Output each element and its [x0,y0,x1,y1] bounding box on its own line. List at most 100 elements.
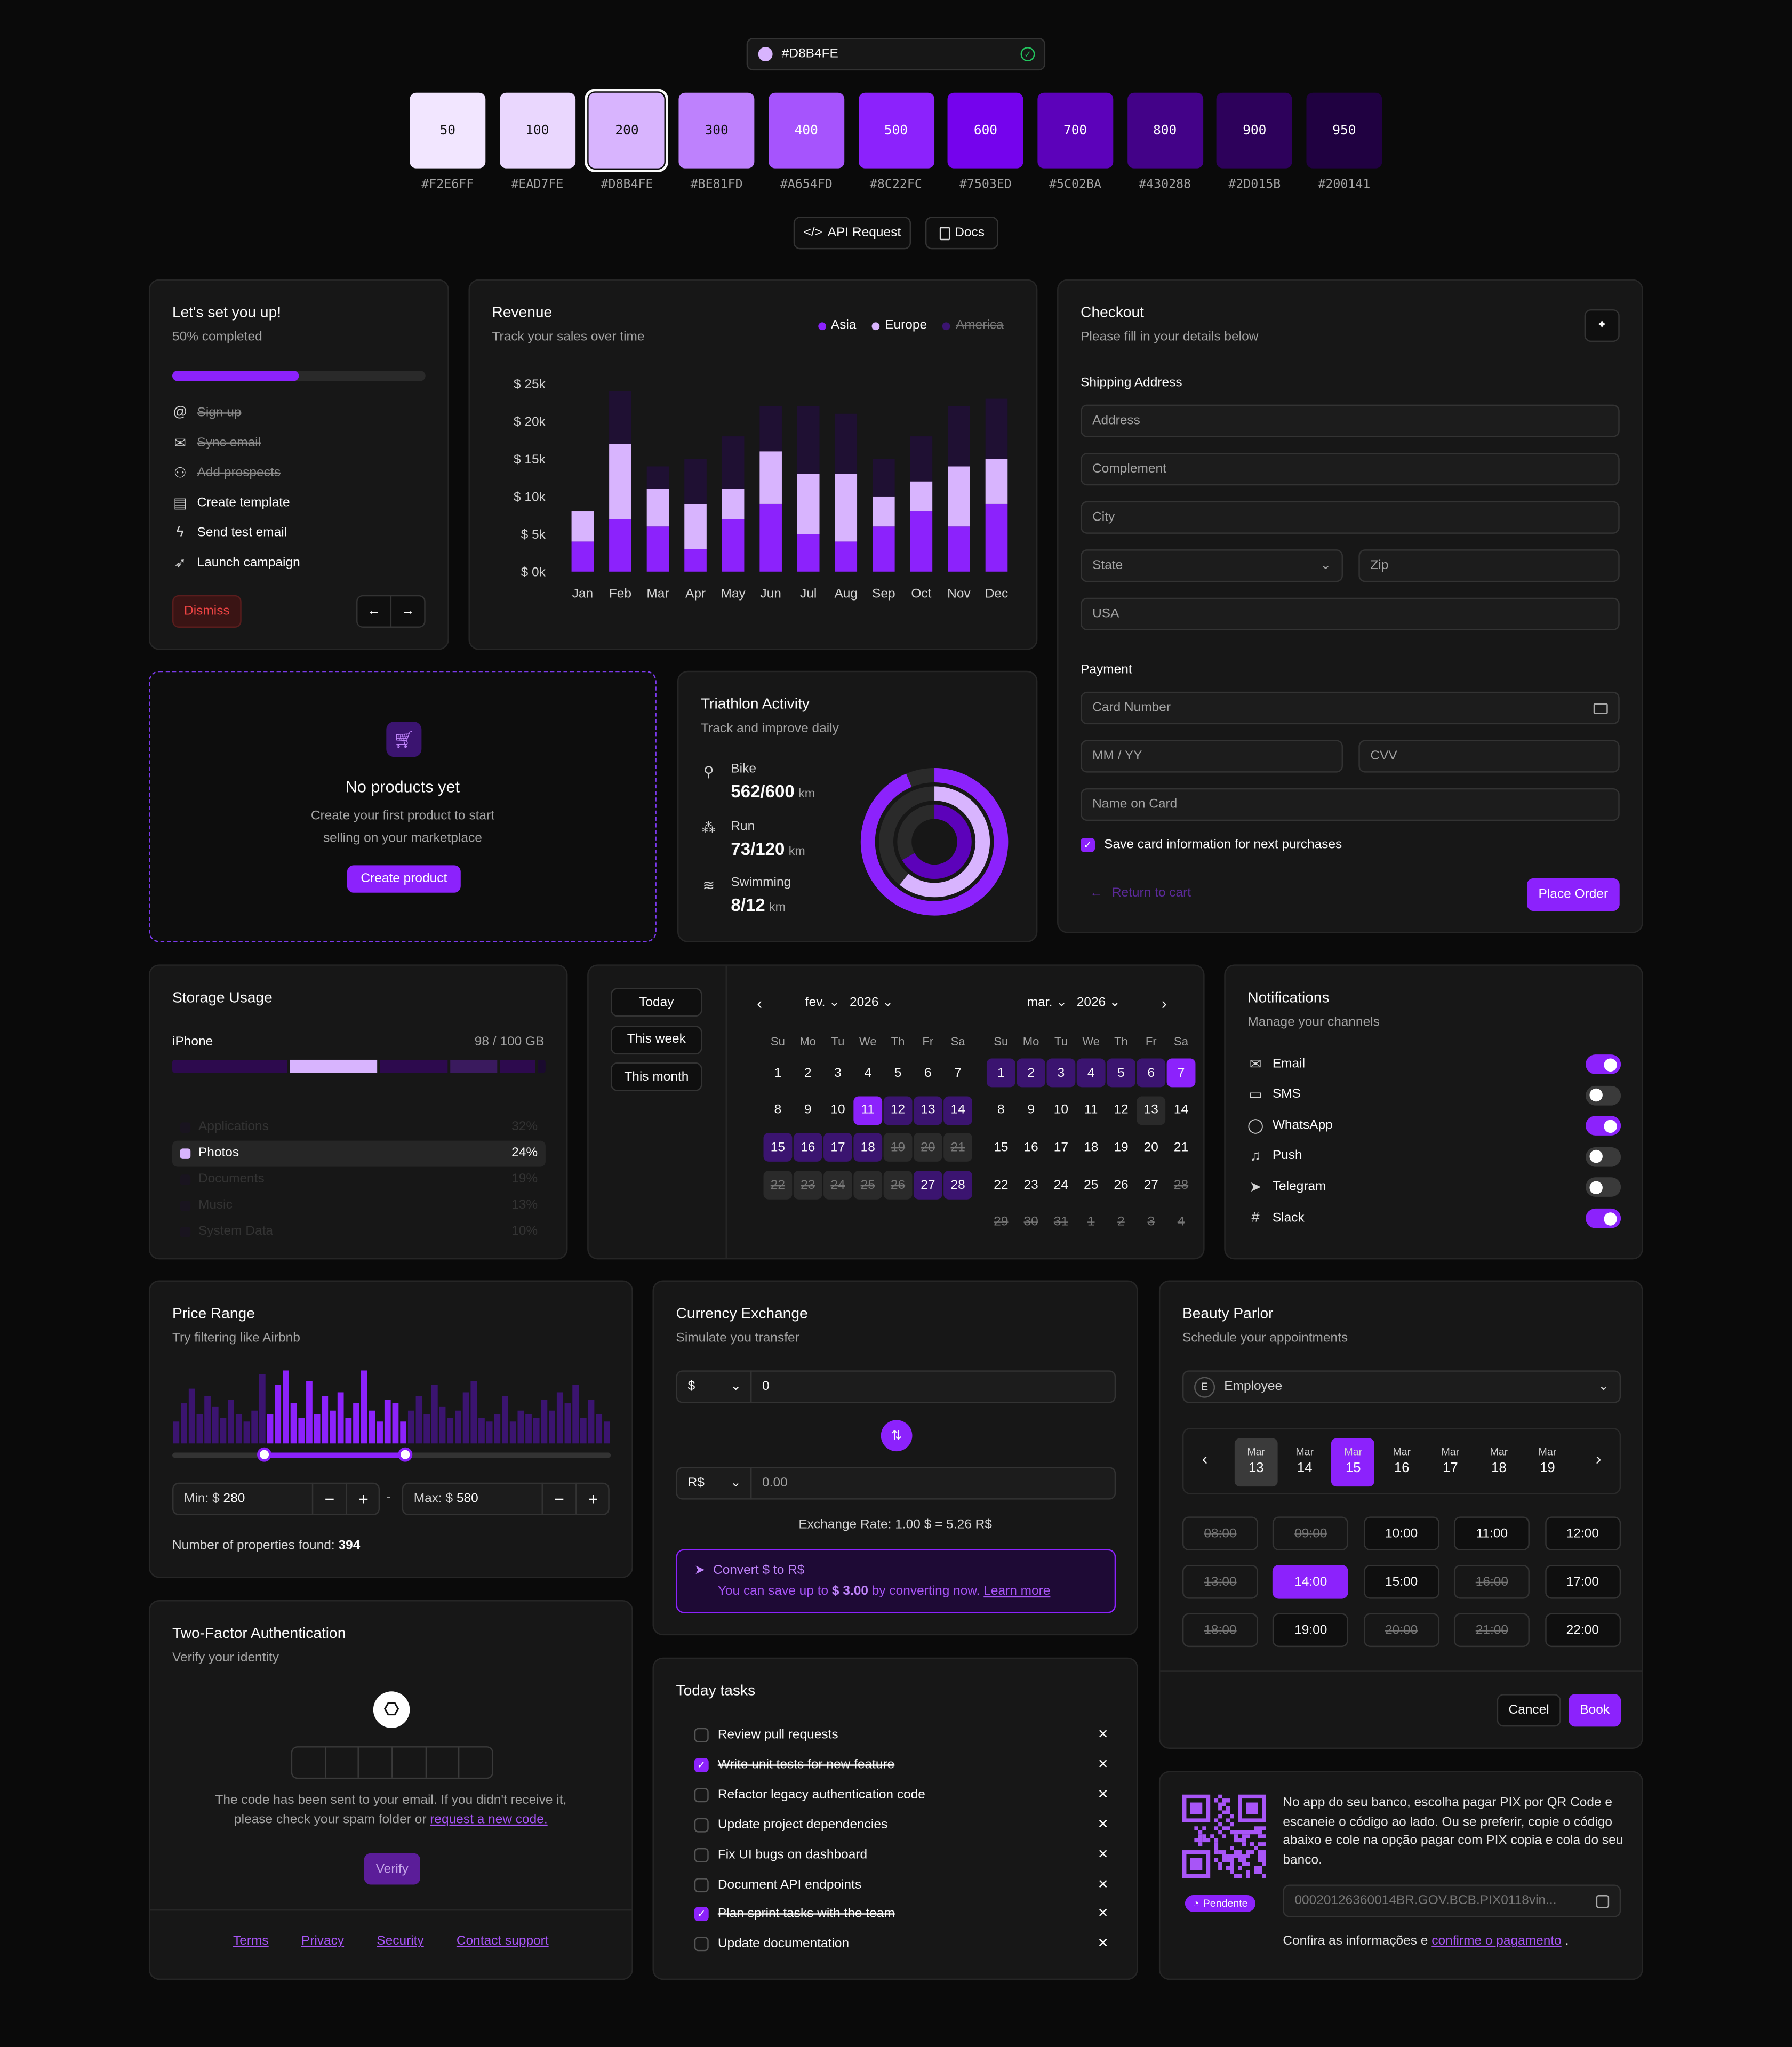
place-order-button[interactable]: Place Order [1526,878,1620,911]
storage-item[interactable]: Applications 32% [172,1115,546,1141]
task-checkbox[interactable] [694,1728,709,1742]
left-day[interactable]: 21 [943,1133,973,1162]
time-slot[interactable]: 09:00 [1273,1516,1349,1551]
storage-item[interactable]: System Data 10% [172,1219,546,1245]
max-decrement-button[interactable]: − [541,1482,576,1515]
verify-button[interactable]: Verify [364,1853,420,1885]
setup-step[interactable]: ✉ Sync email [172,435,261,451]
task-checkbox[interactable] [694,1937,709,1952]
bar-asia-feb[interactable] [609,519,631,572]
right-day[interactable]: 31 [1053,1215,1069,1230]
cancel-button[interactable]: Cancel [1497,1694,1561,1727]
swatch-100[interactable]: 100 [499,92,575,169]
from-amount-input[interactable]: 0 [750,1370,1116,1403]
setup-step[interactable]: ▤ Create template [172,494,290,511]
swatch-700[interactable]: 700 [1037,92,1114,169]
storage-item[interactable]: Photos 24% [172,1140,546,1167]
preset-this-month[interactable]: This month [611,1062,702,1091]
left-day[interactable]: 28 [943,1171,973,1200]
bar-america-may[interactable] [722,436,745,489]
right-day[interactable]: 18 [1084,1140,1099,1155]
to-amount-input[interactable]: 0.00 [750,1467,1116,1500]
bar-america-aug[interactable] [835,413,858,474]
expiry-field[interactable]: MM / YY [1081,740,1343,773]
swatch-950[interactable]: 950 [1306,92,1382,169]
left-day[interactable]: 5 [894,1065,902,1080]
docs-button[interactable]: Docs [925,217,998,250]
right-day[interactable]: 11 [1084,1103,1098,1118]
date-option[interactable]: Mar 19 [1526,1438,1569,1487]
date-option[interactable]: Mar 13 [1234,1438,1278,1487]
delete-task-icon[interactable]: ✕ [1097,1757,1109,1772]
date-option[interactable]: Mar 15 [1331,1438,1375,1487]
left-day[interactable]: 15 [763,1133,793,1162]
left-day[interactable]: 3 [834,1065,842,1080]
from-currency-select[interactable]: $ ⌄ [676,1370,752,1403]
date-option[interactable]: Mar 16 [1380,1438,1423,1487]
right-day[interactable]: 9 [1027,1103,1035,1118]
delete-task-icon[interactable]: ✕ [1097,1847,1109,1862]
left-month-select[interactable]: fev. ⌄ [805,996,840,1010]
right-day[interactable]: 8 [997,1103,1005,1118]
price-max-field[interactable]: Max: $ 580 [402,1482,610,1515]
footer-link-terms[interactable]: Terms [233,1934,269,1949]
employee-select[interactable]: E Employee ⌄ [1182,1370,1621,1403]
right-day[interactable]: 17 [1053,1140,1069,1155]
min-increment-button[interactable]: + [346,1482,380,1515]
right-day[interactable]: 21 [1173,1140,1189,1155]
right-month-select[interactable]: mar. ⌄ [1027,996,1067,1010]
footer-link-privacy[interactable]: Privacy [301,1934,345,1949]
otp-digit[interactable] [393,1747,427,1778]
left-year-select[interactable]: 2026 ⌄ [849,996,893,1010]
setup-step[interactable]: @ Sign up [172,405,242,420]
bar-america-apr[interactable] [684,459,707,504]
otp-input[interactable] [291,1746,493,1779]
book-button[interactable]: Book [1569,1694,1621,1727]
learn-more-link[interactable]: Learn more [983,1584,1051,1599]
swatch-300[interactable]: 300 [678,92,755,169]
time-slot[interactable]: 18:00 [1182,1613,1258,1648]
task-checkbox[interactable] [694,1787,709,1802]
sparkles-button[interactable]: ✦ [1584,309,1620,342]
left-day[interactable]: 17 [823,1133,852,1162]
setup-step[interactable]: ➶ Launch campaign [172,555,300,571]
task-checkbox[interactable]: ✓ [694,1757,709,1772]
confirm-payment-link[interactable]: confirme o pagamento [1431,1934,1562,1949]
bar-europe-nov[interactable] [948,466,970,527]
footer-link-contact-support[interactable]: Contact support [456,1934,549,1949]
toggle-whatsapp[interactable] [1586,1116,1621,1136]
swatch-900[interactable]: 900 [1217,92,1293,169]
swatch-500[interactable]: 500 [858,92,934,169]
swatch-800[interactable]: 800 [1127,92,1203,169]
right-day[interactable]: 5 [1107,1058,1135,1088]
time-slot[interactable]: 16:00 [1454,1565,1530,1600]
save-card-row[interactable]: ✓ Save card information for next purchase… [1081,837,1342,852]
delete-task-icon[interactable]: ✕ [1097,1817,1109,1832]
time-slot[interactable]: 19:00 [1273,1613,1349,1648]
left-day[interactable]: 10 [830,1103,845,1118]
date-option[interactable]: Mar 14 [1283,1438,1326,1487]
card-number-field[interactable]: Card Number [1081,691,1620,725]
right-day[interactable]: 20 [1143,1140,1158,1155]
prev-step-button[interactable]: ← [356,595,392,628]
right-day[interactable]: 4 [1076,1058,1106,1088]
right-day[interactable]: 28 [1173,1178,1189,1193]
bar-asia-jun[interactable] [759,503,782,572]
left-day[interactable]: 2 [804,1065,812,1080]
left-day[interactable]: 9 [804,1103,812,1118]
right-day[interactable]: 16 [1023,1140,1038,1155]
dismiss-button[interactable]: Dismiss [172,595,242,628]
legend-item-asia[interactable]: Asia [818,318,856,333]
bar-europe-jul[interactable] [797,474,820,534]
otp-digit[interactable] [292,1747,326,1778]
prev-month-button[interactable]: ‹ [757,994,763,1013]
delete-task-icon[interactable]: ✕ [1097,1728,1109,1742]
right-day[interactable]: 25 [1084,1178,1099,1193]
bar-asia-dec[interactable] [985,503,1008,572]
date-option[interactable]: Mar 18 [1477,1438,1521,1487]
api-request-button[interactable]: </> API Request [793,217,911,250]
create-product-button[interactable]: Create product [347,865,461,893]
right-day[interactable]: 26 [1114,1178,1129,1193]
left-day[interactable]: 26 [883,1171,913,1200]
bar-europe-sep[interactable] [873,496,895,527]
